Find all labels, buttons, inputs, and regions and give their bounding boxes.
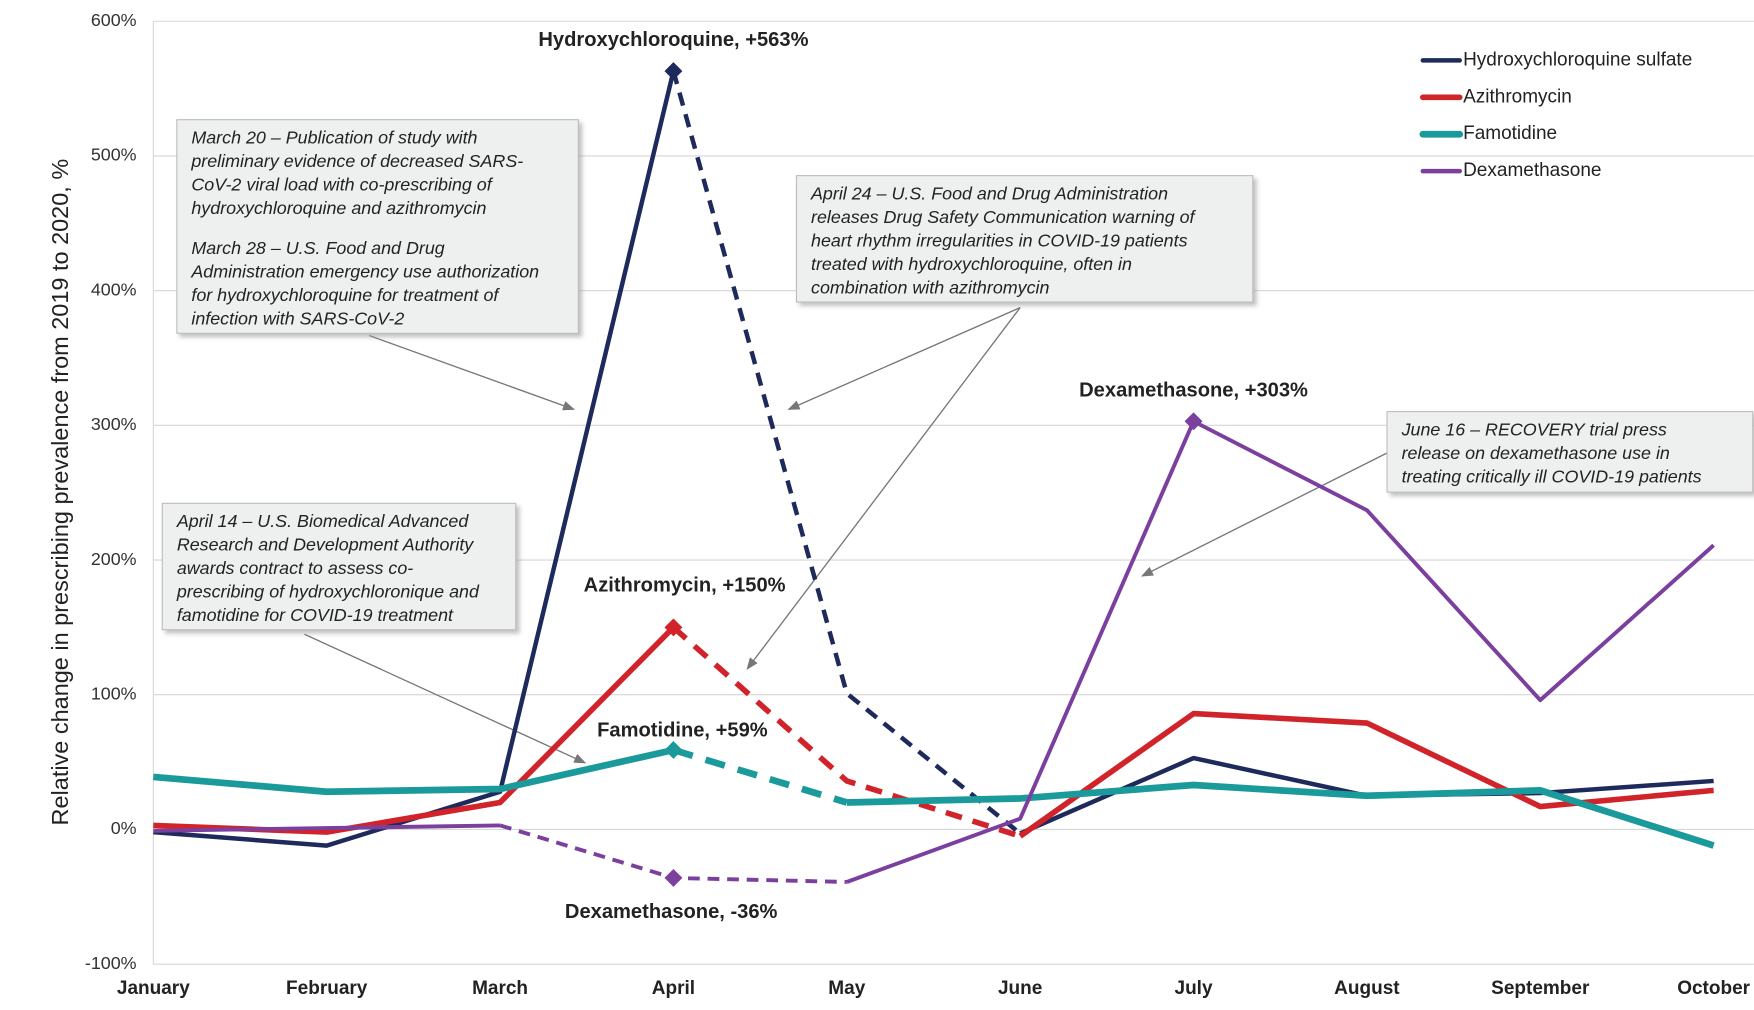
note-box — [161, 502, 517, 631]
y-tick-label: -100% — [85, 953, 137, 973]
note-box — [795, 175, 1254, 303]
y-tick-label: 0% — [111, 818, 137, 838]
peak-marker — [664, 741, 683, 759]
peak-marker — [664, 62, 683, 81]
legend-label: Famotidine — [1463, 123, 1557, 144]
x-tick-label: October — [1677, 978, 1750, 999]
note-text: heart rhythm irregularities in COVID-19 … — [811, 230, 1188, 250]
series-line — [153, 823, 501, 833]
peak-label: Dexamethasone, -36% — [565, 901, 778, 923]
note-text: preliminary evidence of decreased SARS- — [190, 151, 523, 171]
peak-label: Hydroxychloroquine, +563% — [538, 29, 808, 51]
series-line — [153, 746, 675, 796]
y-axis-title: Relative change in prescribing prevalenc… — [47, 159, 73, 826]
y-tick-label: 500% — [91, 145, 137, 165]
note-arrow — [1141, 452, 1388, 577]
note-text: release on dexamethasone use in — [1402, 443, 1670, 463]
x-tick-label: May — [828, 978, 865, 999]
note-box — [1386, 411, 1754, 493]
peak-label: Dexamethasone, +303% — [1079, 379, 1308, 401]
note-box — [176, 119, 579, 334]
peak-marker — [664, 618, 683, 637]
note-text: CoV-2 viral load with co-prescribing of — [191, 174, 493, 194]
note-text: hydroxychloroquine and azithromycin — [191, 198, 486, 218]
note-text: famotidine for COVID-19 treatment — [177, 605, 454, 625]
x-tick-label: March — [472, 978, 528, 999]
x-tick-label: February — [286, 978, 368, 999]
note-text: combination with azithromycin — [811, 277, 1049, 297]
note-arrow — [787, 306, 1021, 410]
x-tick-label: September — [1491, 978, 1590, 999]
y-tick-label: 600% — [91, 10, 137, 30]
note-text: for hydroxychloroquine for treatment of — [191, 285, 500, 305]
series-line — [153, 625, 676, 835]
note-text: treating critically ill COVID-19 patient… — [1402, 466, 1702, 486]
series-line — [1018, 710, 1714, 839]
note-text: releases Drug Safety Communication warni… — [811, 207, 1197, 227]
note-text: June 16 – RECOVERY trial press — [1401, 419, 1667, 439]
x-tick-label: August — [1334, 978, 1400, 999]
note-text: Administration emergency use authorizati… — [190, 262, 539, 282]
note-text: infection with SARS-CoV-2 — [191, 309, 404, 329]
y-tick-label: 200% — [91, 549, 137, 569]
note-text: Research and Development Authority — [177, 535, 474, 555]
peak-label: Azithromycin, +150% — [584, 574, 786, 596]
legend-label: Azithromycin — [1463, 86, 1572, 107]
note-arrow — [368, 334, 576, 411]
x-tick-label: April — [652, 978, 695, 999]
y-tick-label: 300% — [91, 414, 137, 434]
series-line-dashed — [671, 625, 1022, 839]
peak-marker — [664, 868, 683, 887]
y-tick-label: 400% — [91, 279, 137, 299]
note-text: March 20 – Publication of study with — [191, 127, 477, 147]
series-line — [846, 781, 1715, 849]
note-arrow — [304, 633, 587, 764]
legend-label: Hydroxychloroquine sulfate — [1463, 49, 1692, 70]
note-arrow — [746, 307, 1021, 670]
x-tick-label: January — [117, 978, 190, 999]
peak-marker — [1184, 412, 1203, 431]
series-line — [846, 419, 1715, 884]
legend-label: Dexamethasone — [1463, 160, 1601, 181]
x-tick-label: June — [998, 978, 1042, 999]
note-text: prescribing of hydroxychloronique and — [176, 582, 480, 602]
series-line-dashed — [671, 70, 1022, 836]
note-text: treated with hydroxychloroquine, often i… — [811, 254, 1132, 274]
note-text: April 14 – U.S. Biomedical Advanced — [176, 511, 470, 531]
note-text: March 28 – U.S. Food and Drug — [191, 238, 444, 258]
note-text: awards contract to assess co- — [177, 558, 413, 578]
peak-label: Famotidine, +59% — [597, 719, 768, 741]
x-tick-label: July — [1175, 978, 1213, 999]
note-text: April 24 – U.S. Food and Drug Administra… — [810, 183, 1168, 203]
series-line-dashed — [672, 746, 848, 806]
y-tick-label: 100% — [91, 683, 137, 703]
